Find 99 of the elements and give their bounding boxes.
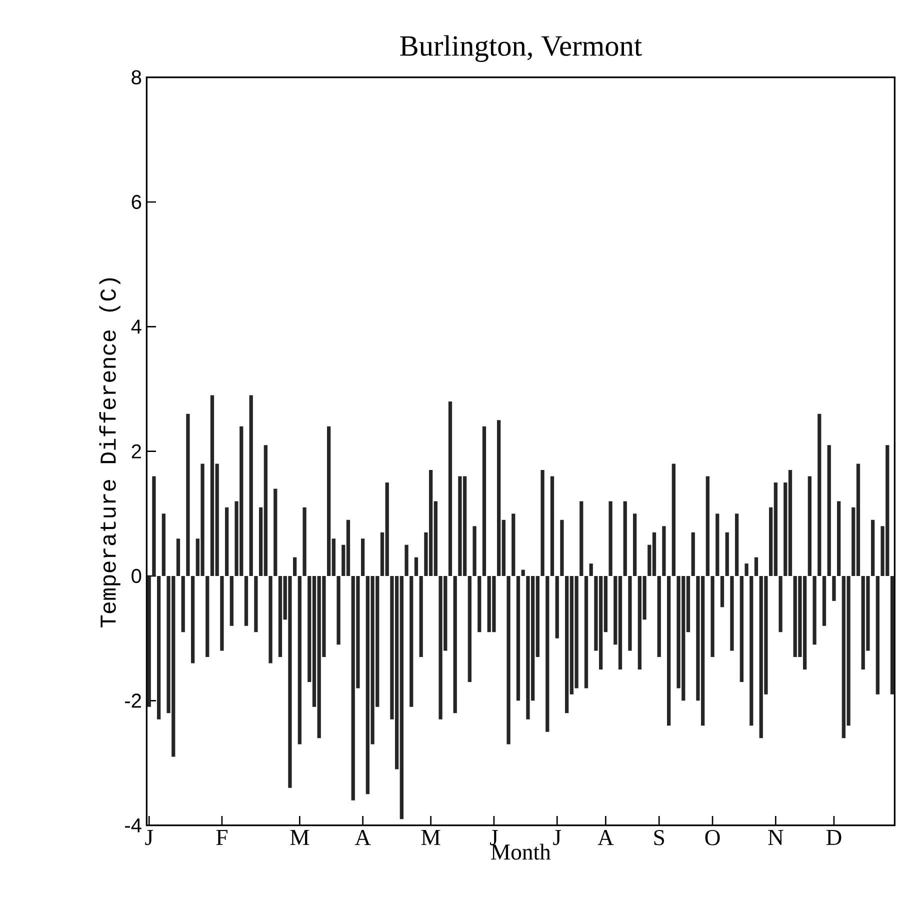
x-tick-label: D (826, 830, 842, 845)
chart-title: Burlington, Vermont (400, 35, 642, 62)
bar (521, 570, 525, 576)
bar (336, 576, 340, 645)
bar (691, 532, 695, 576)
bar (414, 557, 418, 576)
bar (666, 576, 670, 726)
bar (744, 564, 748, 576)
bar (273, 488, 278, 576)
bar (230, 576, 234, 626)
y-tick-label: -4 (124, 818, 142, 832)
x-tick-label: O (705, 830, 720, 846)
y-tick-label: 8 (132, 70, 141, 84)
bar (244, 576, 248, 626)
x-tick-label: J (145, 830, 153, 846)
bar (628, 576, 632, 651)
bar (812, 576, 816, 645)
bar (186, 414, 190, 576)
bar (298, 576, 302, 744)
bar (778, 576, 782, 632)
bar (754, 557, 758, 576)
bar (734, 514, 738, 576)
x-tick-label: M (421, 830, 440, 845)
bar (288, 576, 292, 788)
bar (555, 576, 559, 638)
bar (540, 470, 544, 576)
bar (720, 576, 724, 608)
bar (224, 507, 228, 576)
bar (822, 576, 826, 626)
bar (870, 520, 874, 576)
bar (890, 576, 894, 694)
bar (817, 414, 822, 576)
bar (409, 576, 414, 707)
bar (176, 538, 180, 576)
bar (360, 538, 364, 576)
bar (511, 514, 516, 576)
bar (706, 476, 710, 576)
bar (152, 476, 156, 576)
bar (725, 532, 729, 576)
bar (808, 476, 812, 576)
x-tick-label: S (654, 830, 664, 846)
bar (147, 576, 151, 707)
bar (672, 464, 676, 576)
bar (827, 445, 831, 576)
bar (589, 564, 593, 576)
bar (715, 514, 720, 576)
bar (302, 507, 306, 576)
bar (292, 557, 296, 576)
y-axis-title: Temperature Difference (C) (99, 278, 120, 628)
bar (249, 395, 253, 576)
x-tick-label: M (290, 830, 309, 845)
bar (220, 576, 224, 651)
bar (190, 576, 194, 664)
bar (550, 476, 554, 576)
x-tick-label: N (768, 830, 784, 845)
bar (560, 520, 564, 576)
y-tick-label: 0 (131, 568, 142, 584)
bar (662, 526, 666, 576)
bar (268, 576, 272, 664)
bar (477, 576, 482, 632)
bar (579, 501, 584, 576)
x-tick-label: A (354, 830, 371, 846)
bar (254, 576, 258, 632)
y-tick-label: 4 (131, 320, 142, 334)
bar (836, 501, 840, 576)
bar (832, 576, 836, 601)
bar (730, 576, 734, 651)
bar (404, 544, 408, 576)
bar (584, 576, 588, 688)
bar (472, 526, 476, 576)
y-tick-label: -2 (124, 694, 141, 708)
x-axis-title: Month (490, 844, 550, 860)
y-tick-label: 6 (132, 194, 141, 210)
bar (468, 576, 472, 682)
bar (749, 576, 754, 726)
bar (453, 576, 457, 714)
bar (419, 576, 423, 658)
bar (623, 501, 627, 576)
bar (516, 576, 520, 701)
x-tick-label: F (216, 830, 228, 845)
bar (545, 576, 550, 732)
x-tick-label: A (598, 830, 614, 846)
bar (156, 576, 160, 720)
bar (205, 576, 210, 658)
bar (876, 576, 880, 694)
bar (608, 501, 612, 576)
bar (162, 514, 166, 576)
bar (506, 576, 510, 744)
bar (448, 401, 452, 576)
bar (710, 576, 714, 658)
bar (657, 576, 661, 658)
x-tick-label: J (553, 830, 561, 846)
y-tick-label: 2 (132, 444, 141, 458)
bar (482, 426, 486, 576)
bar (492, 576, 496, 632)
bar (181, 576, 185, 632)
bar (632, 514, 636, 576)
bar (740, 576, 744, 682)
x-tick-label: J (490, 830, 498, 846)
